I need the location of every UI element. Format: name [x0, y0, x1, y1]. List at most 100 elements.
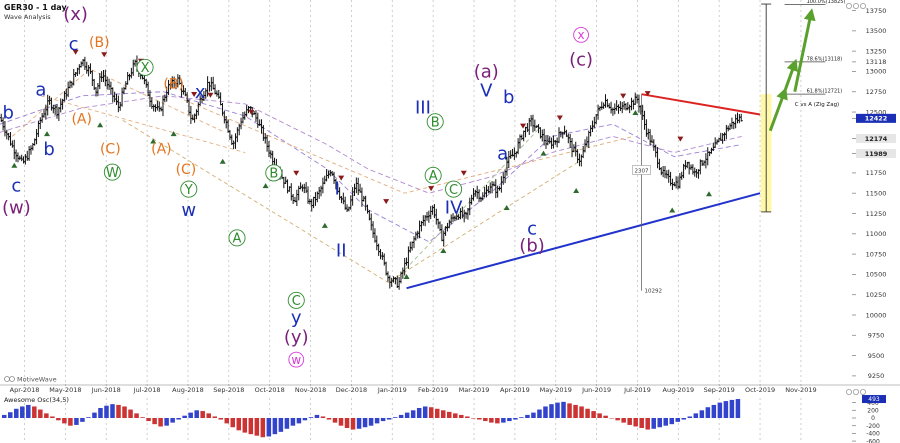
wave-label[interactable]: C	[445, 180, 463, 198]
projection-arrow	[768, 87, 788, 132]
osc-histogram-bar	[597, 413, 602, 418]
wave-label-text: I	[334, 179, 339, 200]
osc-histogram-bar	[723, 401, 729, 418]
osc-histogram-bar	[332, 418, 338, 423]
wave-label[interactable]: b	[43, 139, 54, 160]
wave-label[interactable]: (x)	[63, 4, 88, 25]
wave-label[interactable]: (B)	[163, 77, 184, 93]
wave-label-circle	[288, 351, 305, 368]
osc-histogram-bar	[591, 411, 596, 418]
date-axis[interactable]: Apr-2018 May-2018 Jun-2018 Jul-2018 Aug-2018…	[10, 384, 817, 394]
wave-label[interactable]: V	[480, 80, 493, 101]
wave-label[interactable]: x	[573, 27, 589, 43]
wave-label-text: II	[336, 240, 347, 261]
osc-histogram-bar	[320, 416, 326, 418]
y-tick-label: 12500	[866, 108, 887, 116]
blue-support-trendline[interactable]	[406, 192, 761, 290]
wave-label[interactable]: (y)	[284, 327, 309, 348]
osc-histogram-bar	[489, 418, 494, 423]
motivewave-logo: MotiveWave	[4, 376, 57, 384]
wave-label[interactable]: I	[334, 179, 339, 200]
osc-histogram-bar	[230, 418, 236, 428]
wave-label[interactable]: b	[2, 102, 13, 123]
toolbar-dot-icon-3[interactable]	[860, 3, 867, 9]
x-tick-label: Mar-2019	[459, 386, 490, 394]
osc-histogram-bar	[266, 418, 272, 437]
osc-y-label: 200	[867, 408, 879, 415]
osc-toolbar-dot-icon-3[interactable]	[860, 388, 867, 395]
measure-top-label: 2307	[632, 165, 651, 175]
price-axis[interactable]: 9250 9500 9750 10000 10250 10500 10750 11000 112…	[852, 7, 896, 380]
osc-toolbar-dot-icon-2[interactable]	[853, 388, 860, 395]
x-tick-label: Feb-2019	[418, 386, 448, 394]
wave-label[interactable]: w	[181, 200, 196, 221]
pivot-low-triangle	[632, 110, 639, 116]
wave-label[interactable]: (c)	[569, 50, 593, 71]
wave-label[interactable]: Y	[180, 180, 198, 198]
toolbar-dot-icon-1[interactable]	[846, 3, 853, 9]
wave-label[interactable]: (A)	[151, 141, 172, 157]
osc-histogram-bar	[501, 418, 506, 423]
pivot-low-triangle	[262, 183, 269, 189]
osc-histogram-bar	[50, 416, 55, 418]
wave-label-text: a	[497, 144, 508, 165]
wave-label[interactable]: a	[35, 80, 46, 101]
osc-histogram-bar	[603, 415, 608, 418]
wave-label-circle	[426, 113, 444, 131]
x-tick-label: Aug-2018	[172, 386, 204, 394]
wave-label[interactable]: c	[527, 218, 537, 239]
wave-label[interactable]: (a)	[474, 62, 499, 83]
osc-histogram-bar	[254, 418, 260, 436]
wave-label[interactable]: (w)	[2, 197, 31, 218]
dashed-wave-line	[183, 99, 634, 194]
red-resistance-trendline[interactable]	[641, 93, 761, 116]
wave-label[interactable]: X	[136, 58, 154, 76]
wave-label[interactable]: A	[228, 229, 246, 247]
osc-histogram-bar	[344, 418, 350, 428]
osc-histogram-bar	[416, 408, 422, 418]
wave-label[interactable]: III	[415, 97, 431, 118]
wave-label-circle	[287, 291, 305, 309]
wave-label[interactable]: b	[503, 87, 514, 108]
wave-label[interactable]: C	[287, 291, 305, 309]
osc-toolbar-dot-icon-1[interactable]	[846, 388, 853, 395]
wave-label[interactable]: c	[11, 175, 21, 196]
wave-label-text: B	[269, 167, 278, 182]
osc-histogram-bar	[296, 418, 302, 424]
osc-histogram-bar	[104, 405, 109, 418]
wave-label[interactable]: (A)	[71, 111, 92, 127]
pivot-high-triangle	[383, 199, 390, 205]
wave-label[interactable]: w	[288, 351, 305, 368]
pivot-low-triangle	[705, 191, 712, 197]
wave-label-text: III	[415, 97, 431, 118]
wave-label[interactable]: (B)	[89, 35, 110, 51]
osc-histogram-bar	[729, 399, 735, 418]
wave-label[interactable]: (C)	[176, 162, 197, 178]
wave-label[interactable]: (b)	[519, 235, 544, 256]
osc-histogram-bar	[194, 410, 199, 418]
wave-label[interactable]: B	[265, 164, 283, 182]
osc-histogram-bar	[92, 412, 97, 418]
osc-histogram-bar	[663, 418, 669, 426]
wave-label[interactable]: y	[291, 308, 302, 329]
osc-histogram-bar	[368, 418, 374, 426]
wave-label[interactable]: W	[103, 163, 121, 181]
wave-label-circle	[136, 58, 154, 76]
wave-label[interactable]: x	[195, 82, 206, 103]
pivot-marker-layer	[11, 49, 712, 280]
wave-label-circle	[103, 163, 121, 181]
wave-label-text: X	[141, 61, 150, 76]
wave-label[interactable]: B	[426, 113, 444, 131]
toolbar-dot-icon-2[interactable]	[853, 3, 860, 9]
wave-label-text: Y	[184, 183, 193, 198]
osc-histogram-bar	[465, 416, 470, 418]
wave-label[interactable]: A	[424, 166, 442, 184]
wave-label[interactable]: II	[336, 240, 347, 261]
y-tick-label: 13500	[866, 27, 887, 35]
osc-histogram-bar	[428, 407, 434, 418]
wave-label-circle	[424, 166, 442, 184]
wave-label[interactable]: a	[497, 144, 508, 165]
wave-label[interactable]: (C)	[100, 141, 121, 157]
wave-label[interactable]: c	[69, 34, 79, 55]
wave-label[interactable]: IV	[445, 197, 463, 218]
